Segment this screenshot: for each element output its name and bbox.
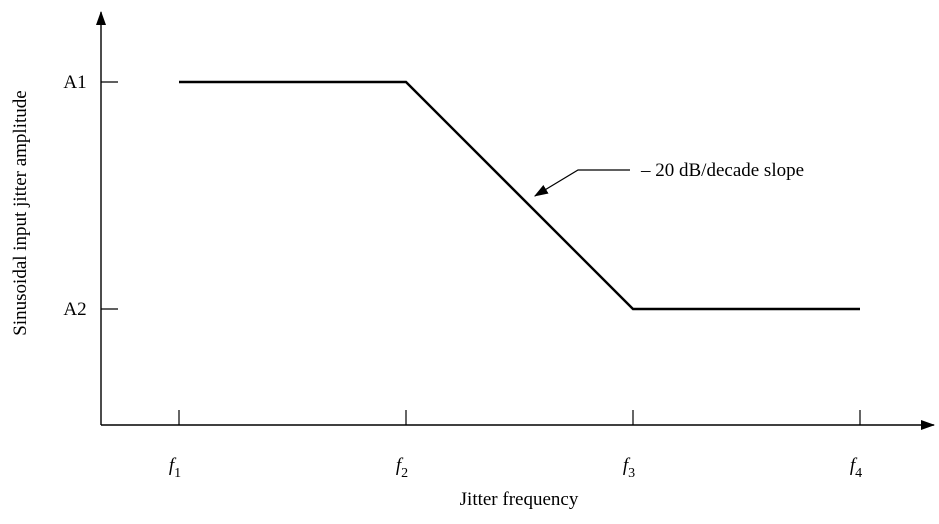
x-tick-label-3: f3 (623, 455, 635, 481)
y-ticks: A1 A2 (63, 72, 118, 320)
y-axis-label: Sinusoidal input jitter amplitude (10, 90, 31, 335)
y-tick-label-a1: A1 (63, 72, 86, 93)
y-tick-label-a2: A2 (63, 299, 86, 320)
x-tick-label-2: f2 (396, 455, 408, 481)
series-layer (179, 80, 860, 311)
x-tick-label-1: f1 (169, 455, 181, 481)
x-tick-label-4: f4 (850, 455, 862, 481)
annotation-layer: – 20 dB/decade slope (533, 160, 804, 197)
x-axis-label: Jitter frequency (460, 489, 579, 510)
annotation-text-1: – 20 dB/decade slope (640, 160, 804, 181)
x-ticks: f1 f2 f3 f4 (169, 410, 862, 481)
series-line-1 (179, 80, 860, 311)
annotation-leader-1 (533, 169, 630, 197)
